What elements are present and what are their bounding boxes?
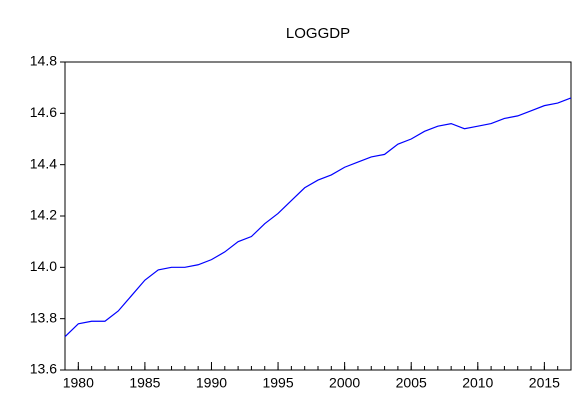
y-tick-label: 14.6 — [30, 104, 57, 120]
x-tick-label: 1980 — [63, 375, 94, 391]
y-tick-label: 14.8 — [30, 53, 57, 69]
x-tick-label: 1985 — [129, 375, 160, 391]
data-line — [64, 97, 572, 338]
y-tick-label: 13.6 — [30, 361, 57, 377]
chart-title: LOGGDP — [286, 25, 350, 42]
x-tick-label: 2005 — [396, 375, 427, 391]
x-tick-label: 2000 — [329, 375, 360, 391]
x-tick-label: 1995 — [262, 375, 293, 391]
plot-frame — [64, 61, 572, 371]
y-tick-label: 14.4 — [30, 155, 57, 171]
y-tick-label: 13.8 — [30, 309, 57, 325]
x-tick-label: 1990 — [196, 375, 227, 391]
x-tick-label: 2015 — [529, 375, 560, 391]
y-tick-label: 14.0 — [30, 258, 57, 274]
x-tick-label: 2010 — [462, 375, 493, 391]
y-tick-label: 14.2 — [30, 207, 57, 223]
